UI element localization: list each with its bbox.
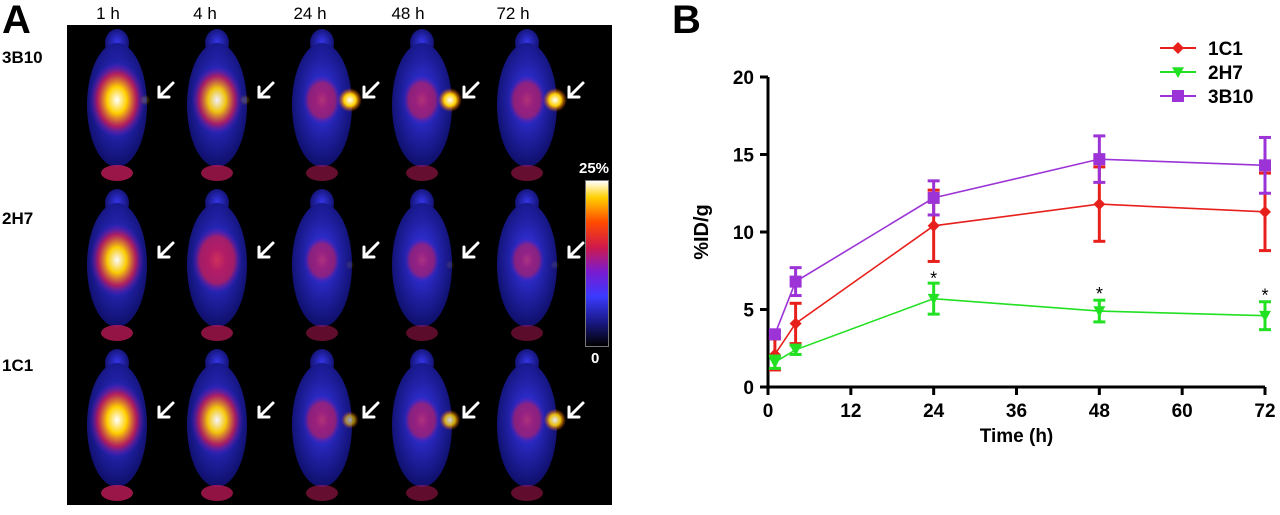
x-axis-label: Time (h)	[980, 426, 1054, 447]
pet-mouse-image	[87, 189, 175, 341]
significance-asterisk: *	[1261, 286, 1268, 306]
arrow-icon	[462, 401, 480, 419]
legend-label: 2H7	[1208, 63, 1243, 84]
x-tick-label: 60	[1172, 401, 1193, 422]
pet-mouse-image	[392, 189, 480, 341]
data-point	[927, 219, 940, 232]
pet-mouse-image	[187, 349, 275, 501]
data-point	[1259, 205, 1271, 218]
x-tick-label: 12	[840, 401, 861, 422]
arrow-icon	[462, 241, 480, 259]
annotation-layer: * * *	[930, 269, 1268, 306]
y-axis-label: %ID/g	[691, 204, 713, 260]
arrow-icon	[257, 81, 275, 99]
data-point	[789, 275, 802, 288]
x-tick-label: 24	[923, 401, 945, 422]
time-label-4h: 4 h	[193, 4, 217, 23]
significance-asterisk: *	[1096, 284, 1103, 304]
series-line	[774, 203, 1266, 355]
colorbar-max-label: 25%	[579, 160, 610, 177]
legend-item: 3B10	[1160, 87, 1253, 108]
data-point	[927, 293, 940, 305]
y-tick-label: 0	[743, 378, 754, 399]
arrow-icon	[567, 81, 585, 99]
data-point	[768, 328, 781, 341]
pet-mouse-image	[497, 189, 585, 341]
pet-mouse-image	[392, 349, 480, 501]
series-layer	[768, 134, 1271, 372]
arrow-icon	[567, 401, 585, 419]
arrow-icon	[257, 401, 275, 419]
data-point	[768, 357, 781, 369]
pet-mouse-image	[392, 29, 480, 181]
series-line	[774, 158, 1266, 335]
data-point	[789, 317, 802, 330]
legend: 1C1 2H7 3B10	[1160, 40, 1253, 108]
row-label-3b10: 3B10	[2, 48, 43, 67]
pet-mouse-image	[187, 189, 275, 341]
time-label-24h: 24 h	[293, 4, 327, 23]
panel-b-letter: B	[672, 0, 701, 42]
legend-label: 3B10	[1208, 87, 1253, 108]
time-label-48h: 48 h	[391, 4, 425, 23]
panel-a-letter: A	[2, 0, 31, 42]
arrow-icon	[362, 241, 380, 259]
colorbar	[585, 180, 609, 347]
x-tick-label: 72	[1254, 401, 1275, 422]
arrow-icon	[362, 81, 380, 99]
legend-item: 2H7	[1160, 63, 1243, 84]
pet-mouse-image	[497, 29, 585, 181]
colorbar-min-label: 0	[591, 350, 600, 367]
arrow-icon	[462, 81, 480, 99]
data-point	[1093, 153, 1106, 166]
pet-mouse-image	[497, 349, 585, 501]
x-tick-label: 0	[763, 401, 774, 422]
data-point	[1093, 306, 1106, 318]
series-1c1	[768, 165, 1271, 372]
line-chart: 0 5 10 15 20 0 12 24 36 48 60 72 * * * 1C1 2H7 3B10 %ID…	[691, 40, 1276, 447]
time-label-1h: 1 h	[96, 4, 120, 23]
significance-asterisk: *	[930, 269, 937, 289]
y-tick-label: 5	[743, 301, 754, 322]
arrow-icon	[157, 81, 175, 99]
legend-label: 1C1	[1208, 40, 1243, 60]
pet-mouse-image	[292, 189, 380, 341]
arrow-icon	[157, 401, 175, 419]
data-point	[927, 191, 940, 204]
series-line	[774, 297, 1266, 363]
pet-mouse-image	[292, 349, 380, 501]
pet-mouse-image	[87, 349, 175, 501]
data-point	[1093, 198, 1106, 211]
series-3b10	[768, 134, 1271, 341]
y-tick-label: 20	[733, 68, 754, 89]
row-label-2h7: 2H7	[2, 209, 34, 228]
arrow-icon	[362, 401, 380, 419]
y-tick-label: 15	[733, 146, 755, 167]
pet-mouse-image	[187, 29, 275, 181]
x-tick-label: 36	[1006, 401, 1027, 422]
row-label-1c1: 1C1	[2, 356, 34, 375]
pet-mouse-image	[292, 29, 380, 181]
x-tick-label: 48	[1089, 401, 1110, 422]
arrow-icon	[567, 241, 585, 259]
series-2h7	[768, 281, 1271, 370]
arrow-icon	[257, 241, 275, 259]
arrow-icon	[157, 241, 175, 259]
pet-mouse-image	[87, 29, 175, 181]
data-point	[789, 345, 802, 356]
data-point	[1259, 310, 1271, 322]
data-point	[1259, 159, 1271, 172]
axis-ticks: 0 5 10 15 20 0 12 24 36 48 60 72	[733, 68, 1276, 422]
time-label-72h: 72 h	[496, 4, 530, 23]
legend-item: 1C1	[1160, 40, 1243, 60]
pet-image-grid	[67, 25, 612, 505]
y-tick-label: 10	[733, 223, 754, 244]
